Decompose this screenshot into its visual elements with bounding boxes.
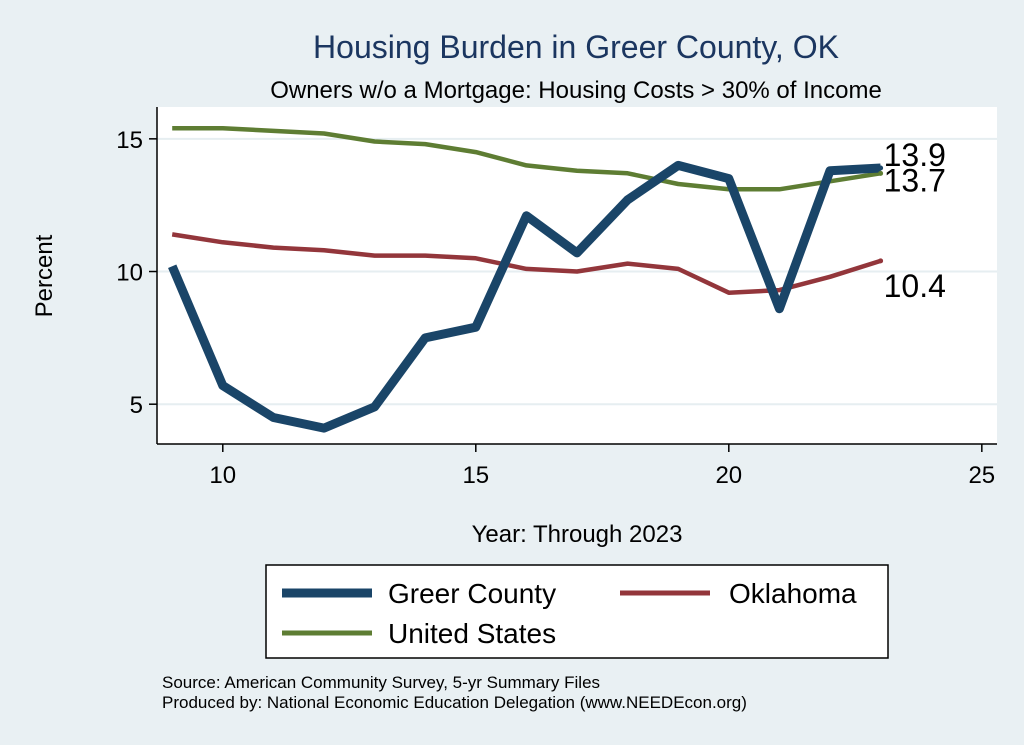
legend-box <box>265 564 889 659</box>
end-marker-greer-county <box>878 165 884 171</box>
x-axis-label: Year: Through 2023 <box>472 521 683 548</box>
end-labels: 13.9 10.4 13.7 <box>878 137 946 304</box>
series-line-oklahoma <box>171 232 882 295</box>
plot-area <box>157 107 997 444</box>
legend: Greer County Oklahoma United States <box>265 564 889 659</box>
y-tick-label: 10 <box>116 260 143 287</box>
end-label-united-states: 13.7 <box>884 162 946 198</box>
axes: 5 10 15 10 15 20 25 <box>116 107 997 489</box>
series-line-greer-county <box>168 160 881 433</box>
chart-title: Housing Burden in Greer County, OK <box>313 29 839 65</box>
end-marker-oklahoma <box>878 258 884 264</box>
x-tick-label: 10 <box>209 462 236 489</box>
legend-label-greer-county: Greer County <box>388 578 556 609</box>
legend-label-oklahoma: Oklahoma <box>729 578 857 609</box>
x-tick-label: 15 <box>462 462 489 489</box>
chart-subtitle: Owners w/o a Mortgage: Housing Costs > 3… <box>270 77 882 104</box>
x-tick-label: 25 <box>968 462 995 489</box>
producer-note: Produced by: National Economic Education… <box>162 693 747 712</box>
y-tick-label: 5 <box>130 392 143 419</box>
end-label-oklahoma: 10.4 <box>884 268 946 304</box>
legend-label-united-states: United States <box>388 618 556 649</box>
x-tick-label: 20 <box>715 462 742 489</box>
end-label-greer-county: 13.9 <box>884 137 946 173</box>
end-marker-united-states <box>878 170 884 176</box>
series-line-united-states <box>172 125 881 192</box>
y-tick-label: 15 <box>116 127 143 154</box>
series-lines <box>168 125 882 433</box>
source-note: Source: American Community Survey, 5-yr … <box>162 673 600 692</box>
y-axis-label: Percent <box>31 234 58 317</box>
